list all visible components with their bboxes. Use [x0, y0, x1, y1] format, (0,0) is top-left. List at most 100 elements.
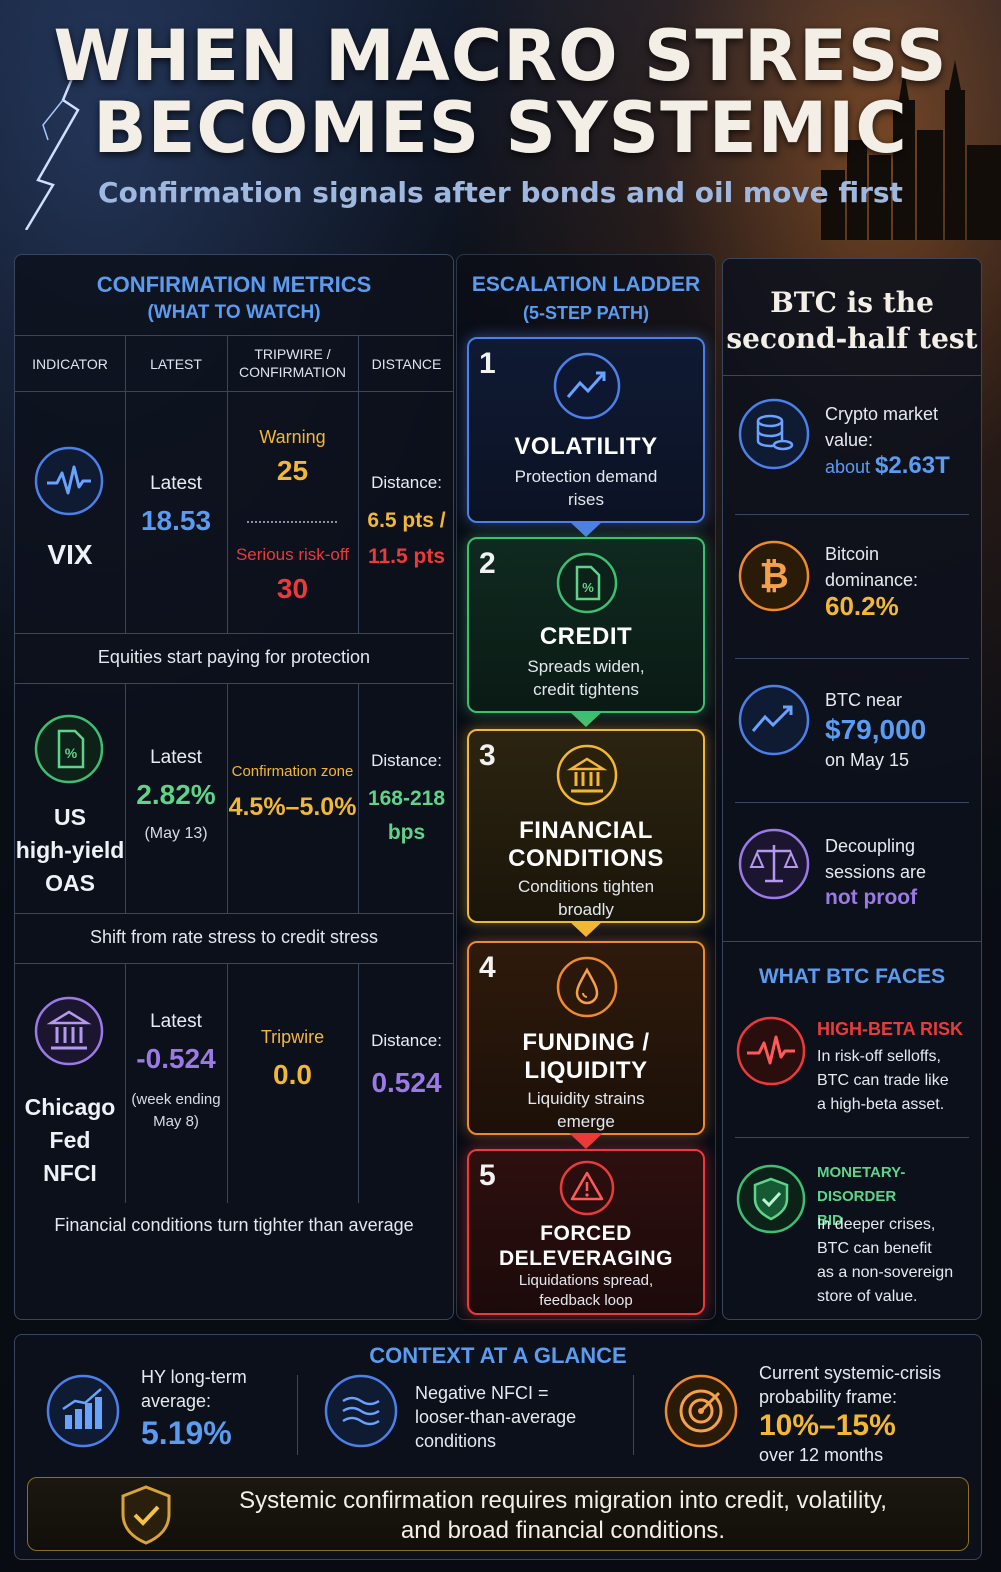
step-3-desc-1: Conditions tighten: [517, 877, 655, 896]
bitcoin-dominance: Bitcoin dominance: 60.2%: [825, 541, 973, 619]
col-tripwire-line2: CONFIRMATION: [238, 364, 347, 380]
metrics-heading-2: (WHAT TO WATCH): [147, 302, 321, 323]
crypto-pre: about: [825, 457, 876, 477]
high-beta-title: HIGH-BETA RISK: [817, 1019, 963, 1039]
vix-distance-value1: 6.5 pts /: [367, 509, 446, 532]
step-3-name-2: CONDITIONS: [508, 845, 664, 872]
hy-average-line1: HY long-term: [141, 1367, 247, 1387]
target-icon: [664, 1374, 738, 1448]
step-4-desc-1: Liquidity strains: [527, 1089, 645, 1108]
scale-icon: [738, 828, 810, 900]
hy-zone-label: Confirmation zone: [231, 763, 354, 780]
metrics-heading-1: CONFIRMATION METRICS: [96, 272, 372, 297]
lightning-icon: [24, 40, 90, 230]
crisis-line1: Current systemic-crisis: [759, 1363, 942, 1383]
nfci-line3: NFCI: [43, 1160, 97, 1186]
context-panel: CONTEXT AT A GLANCE HY long-term average…: [14, 1334, 982, 1560]
crisis-line2: probability frame:: [759, 1387, 898, 1407]
hy-distance-value1: 168-218: [367, 787, 446, 810]
btc-panel: BTC is the second-half test Crypto marke…: [722, 258, 982, 1320]
monetary-title-2: BID: [817, 1212, 843, 1229]
nfci-context-line2: looser-than-average: [415, 1407, 577, 1427]
ladder-step-4: 4 FUNDING / LIQUIDITY Liquidity strains …: [467, 941, 705, 1135]
hy-average: HY long-term average: 5.19%: [141, 1365, 247, 1453]
monetary-disorder-title: MONETARY-DISORDER BID: [817, 1161, 977, 1233]
hy-latest-value: 2.82%: [136, 779, 216, 810]
dominance-value: 60.2%: [825, 591, 899, 621]
title-line-1: WHEN MACRO STRESS: [53, 15, 948, 97]
warning-icon: [559, 1160, 615, 1216]
step-1-desc: Protection demand rises: [469, 465, 703, 511]
hy-distance-label: Distance:: [371, 751, 442, 770]
col-distance: DISTANCE: [371, 356, 442, 372]
escalation-ladder-panel: ESCALATION LADDER (5-STEP PATH) 1 VOLATI…: [456, 254, 716, 1320]
chevron-down-icon: [569, 711, 603, 727]
metrics-heading: CONFIRMATION METRICS (WHAT TO WATCH): [15, 271, 453, 327]
waves-icon: [324, 1374, 398, 1448]
decoupling: Decoupling sessions are not proof: [825, 833, 973, 911]
step-2-desc-2: credit tightens: [533, 680, 639, 699]
footer-line1: Systemic confirmation requires migration…: [239, 1487, 887, 1514]
step-1-name: VOLATILITY: [514, 433, 658, 460]
col-indicator: INDICATOR: [32, 356, 108, 372]
btc-price-value: $79,000: [825, 714, 927, 745]
nfci-latest-date: (week ending May 8): [125, 1089, 227, 1133]
crisis-value: 10%–15%: [759, 1409, 896, 1442]
city-skyline-icon: [821, 60, 1001, 240]
bar-chart-icon: [46, 1374, 120, 1448]
vix-latest-label: Latest: [150, 473, 202, 494]
hy-average-value: 5.19%: [141, 1415, 232, 1451]
hy-zone-value: 4.5%–5.0%: [228, 793, 357, 821]
nfci-context: Negative NFCI = looser-than-average cond…: [415, 1381, 576, 1453]
chevron-down-icon: [569, 921, 603, 937]
step-4-number: 4: [479, 951, 496, 984]
step-5-number: 5: [479, 1159, 496, 1192]
document-percent-icon: %: [556, 552, 618, 614]
page-title: WHEN MACRO STRESS BECOMES SYSTEMIC: [0, 20, 1001, 164]
bank-icon: [34, 996, 104, 1066]
page-subtitle: Confirmation signals after bonds and oil…: [98, 176, 903, 209]
col-latest: LATEST: [150, 356, 202, 372]
vix-serious-label: Serious risk-off: [235, 545, 350, 564]
document-percent-icon: %: [34, 714, 104, 784]
nfci-tripwire-value: 0.0: [273, 1059, 312, 1090]
vix-distance-value2: 11.5 pts: [367, 545, 446, 568]
col-tripwire: TRIPWIRE / CONFIRMATION: [227, 345, 358, 381]
nfci-latest-value: -0.524: [136, 1043, 216, 1074]
nfci-date-line1: (week ending: [131, 1091, 221, 1108]
nfci-note: Financial conditions turn tighter than a…: [54, 1215, 414, 1235]
btc-title-2: second-half test: [726, 322, 978, 355]
step-4-name-1: FUNDING /: [522, 1029, 650, 1056]
step-3-desc-2: broadly: [558, 900, 614, 919]
btc-price-line1: BTC near: [825, 690, 903, 710]
what-btc-faces-heading: WHAT BTC FACES: [758, 965, 946, 988]
footer-banner: Systemic confirmation requires migration…: [27, 1477, 969, 1551]
nfci-tripwire-label: Tripwire: [260, 1027, 325, 1047]
monetary-title-1: MONETARY-DISORDER: [817, 1164, 906, 1205]
svg-text:%: %: [582, 580, 594, 595]
step-5-desc-1: Liquidations spread,: [518, 1272, 654, 1289]
decoupling-line2: sessions are: [825, 862, 927, 882]
ladder-step-2: 2 % CREDIT Spreads widen, credit tighten…: [467, 537, 705, 713]
nfci-context-line3: conditions: [415, 1431, 497, 1451]
col-tripwire-line1: TRIPWIRE /: [254, 346, 331, 362]
hy-average-line2: average:: [141, 1391, 212, 1411]
nfci-context-line1: Negative NFCI =: [415, 1383, 549, 1403]
monetary-desc-1: In deeper crises,: [817, 1216, 936, 1233]
context-heading: CONTEXT AT A GLANCE: [369, 1343, 627, 1368]
trend-up-icon: [553, 352, 621, 420]
divider: [247, 521, 337, 523]
vix-serious-value: 30: [276, 573, 309, 604]
hy-line3: OAS: [45, 870, 95, 896]
dominance-line2: dominance:: [825, 570, 919, 590]
step-1-desc-2: rises: [568, 490, 604, 509]
chevron-down-icon: [569, 521, 603, 537]
svg-text:₿: ₿: [759, 555, 788, 596]
pulse-icon: [34, 446, 104, 516]
ladder-heading-2: (5-STEP PATH): [522, 303, 649, 323]
indicator-hy-oas: US high-yield OAS: [15, 801, 125, 900]
bank-icon: [556, 744, 618, 806]
btc-title-1: BTC is the: [770, 286, 934, 319]
monetary-desc-4: store of value.: [817, 1288, 918, 1305]
nfci-line2: Fed: [49, 1127, 91, 1153]
